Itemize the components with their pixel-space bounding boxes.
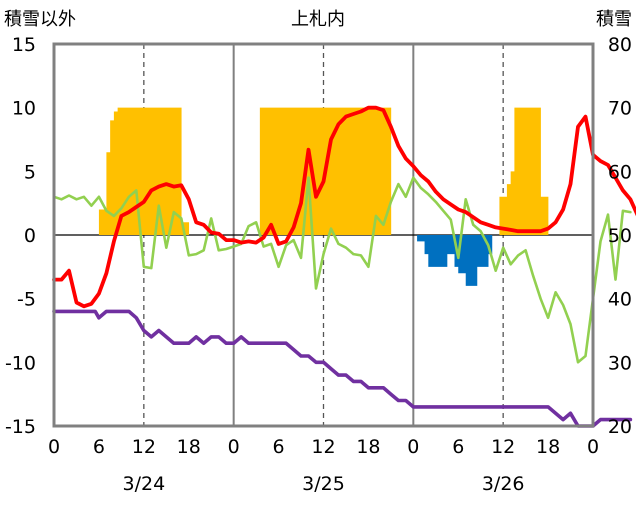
left-y-tick-label: 0 (24, 225, 36, 247)
left-y-tick-label: -5 (17, 289, 36, 311)
plot-frame (52, 42, 595, 428)
right-axis-label: 積雪 (596, 9, 632, 30)
precip-bars-negative (417, 235, 493, 286)
axis-labels: 上札内 積雪以外 積雪 (4, 9, 632, 30)
right-y-tick-label: 50 (608, 225, 632, 247)
left-axis-label: 積雪以外 (4, 9, 76, 30)
x-tick-label: 18 (536, 436, 560, 458)
chart-title: 上札内 (291, 9, 345, 30)
right-y-tick-label: 40 (608, 289, 632, 311)
right-y-tick-label: 30 (608, 352, 632, 374)
left-y-tick-label: 15 (12, 34, 36, 56)
right-y-tick-label: 20 (608, 416, 632, 438)
x-tick-label: 12 (132, 436, 156, 458)
x-tick-label: 6 (93, 436, 105, 458)
left-y-tick-label: 5 (24, 161, 36, 183)
date-label: 3/24 (122, 473, 165, 495)
x-tick-label: 0 (407, 436, 419, 458)
left-y-tick-labels: 15 10 5 0 -5 -10 -15 (5, 34, 36, 438)
right-y-tick-labels: 80 70 60 50 40 30 20 (608, 34, 632, 438)
x-tick-label: 18 (356, 436, 380, 458)
left-y-tick-label: -15 (5, 416, 36, 438)
snow-depth-line (52, 309, 633, 428)
x-tick-label: 18 (177, 436, 201, 458)
wind-line (52, 176, 632, 364)
right-y-tick-label: 70 (608, 98, 632, 120)
x-tick-labels: 0 6 12 18 0 6 12 18 0 6 12 18 0 (48, 436, 599, 458)
left-y-tick-label: -10 (5, 352, 36, 374)
x-tick-label: 6 (452, 436, 464, 458)
x-tick-label: 6 (273, 436, 285, 458)
date-label: 3/25 (302, 473, 345, 495)
date-labels: 3/24 3/25 3/26 (122, 473, 524, 495)
series-lines (52, 105, 636, 428)
right-y-tick-label: 60 (608, 161, 632, 183)
temperature-line (52, 105, 636, 309)
x-tick-label: 12 (311, 436, 335, 458)
x-tick-label: 0 (228, 436, 240, 458)
date-label: 3/26 (482, 473, 525, 495)
left-y-tick-label: 10 (12, 98, 36, 120)
x-tick-label: 0 (587, 436, 599, 458)
right-y-tick-label: 80 (608, 34, 632, 56)
x-tick-label: 12 (491, 436, 515, 458)
x-tick-label: 0 (48, 436, 60, 458)
plot-border (52, 42, 595, 428)
